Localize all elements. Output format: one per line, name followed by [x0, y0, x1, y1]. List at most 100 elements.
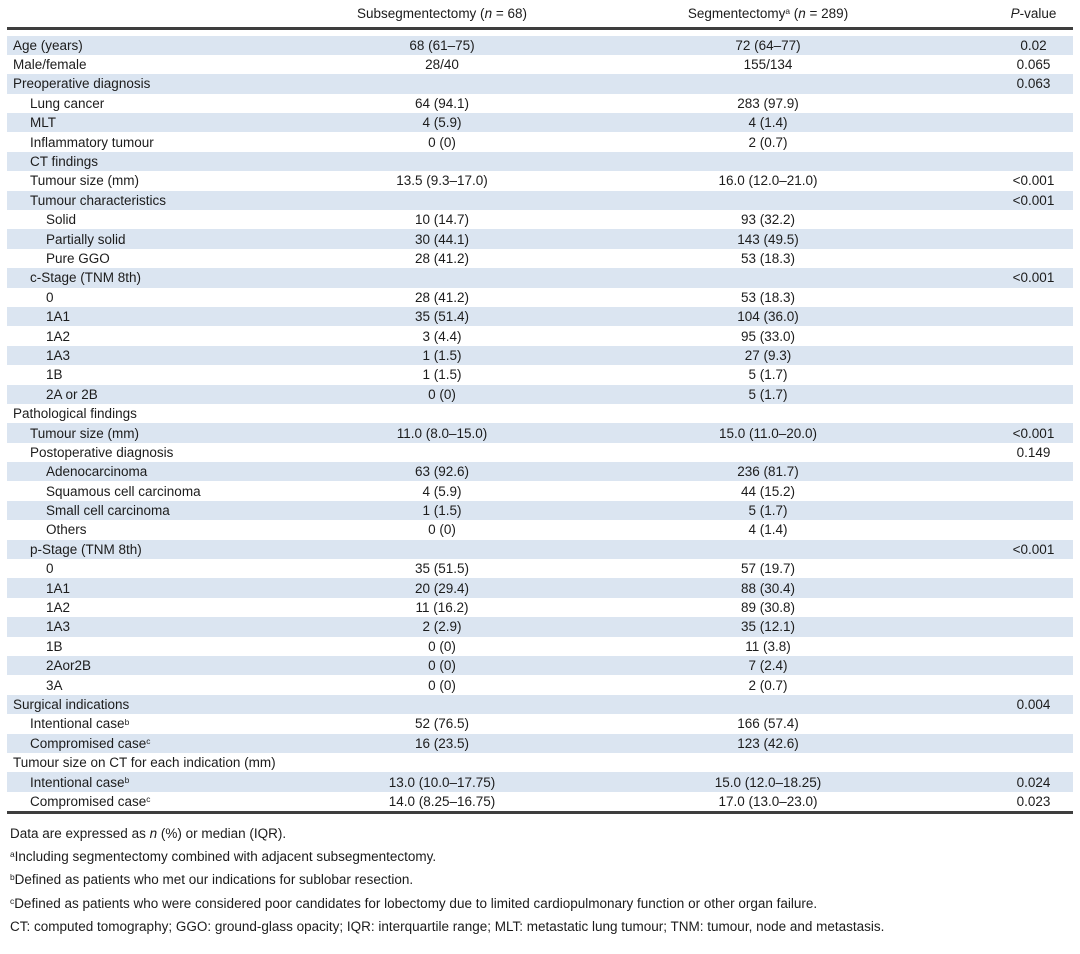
table-row: Tumour size on CT for each indication (m…: [7, 753, 1073, 772]
header-col-segmentectomy: Segmentectomya (n = 289): [687, 6, 849, 21]
segmentectomy-value: 4 (1.4): [748, 522, 788, 538]
subsegmentectomy-value: 0 (0): [428, 677, 456, 693]
segmentectomy-value: 72 (64–77): [735, 37, 801, 53]
row-label: Male/female: [13, 57, 87, 73]
row-label: Preoperative diagnosis: [13, 76, 151, 92]
segmentectomy-value: 57 (19.7): [740, 561, 796, 577]
subsegmentectomy-value: 4 (5.9): [422, 483, 462, 499]
subsegmentectomy-value: 0 (0): [428, 638, 456, 654]
row-label: 2A or 2B: [46, 386, 98, 402]
subsegmentectomy-value: 30 (44.1): [414, 231, 470, 247]
table-header-row: Subsegmentectomy (n = 68) Segmentectomya…: [7, 0, 1073, 27]
footnote-line: bDefined as patients who met our indicat…: [10, 872, 414, 888]
segmentectomy-value: 4 (1.4): [748, 115, 788, 131]
row-label: p-Stage (TNM 8th): [30, 541, 142, 557]
table-row: Surgical indications 0.004: [7, 694, 1073, 715]
subsegmentectomy-value: 28/40: [425, 57, 459, 73]
row-label: Squamous cell carcinoma: [46, 483, 201, 499]
table-row: Pure GGO 28 (41.2) 53 (18.3): [7, 249, 1073, 268]
table-row: Tumour size (mm) 11.0 (8.0–15.0) 15.0 (11.…: [7, 423, 1073, 443]
table-row: 2Aor2B 0 (0) 7 (2.4): [7, 656, 1073, 676]
row-label: Partially solid: [46, 231, 126, 247]
subsegmentectomy-value: 0 (0): [428, 522, 456, 538]
row-label: 1A1: [46, 309, 71, 325]
table-bottom-rule: [7, 811, 1073, 814]
table-row: 1B 0 (0) 11 (3.8): [7, 637, 1073, 656]
segmentectomy-value: 7 (2.4): [748, 658, 788, 674]
subsegmentectomy-value: 0 (0): [428, 386, 456, 402]
subsegmentectomy-value: 28 (41.2): [414, 250, 470, 266]
header-rule: [7, 27, 1073, 30]
row-label: 1A2: [46, 328, 71, 344]
segmentectomy-value: 5 (1.7): [748, 503, 788, 519]
header-col-subsegmentectomy: Subsegmentectomy (n = 68): [357, 6, 527, 21]
p-value: <0.001: [1012, 541, 1055, 557]
table-row: Partially solid 30 (44.1) 143 (49.5): [7, 229, 1073, 249]
segmentectomy-value: 104 (36.0): [737, 309, 799, 325]
table-row: 0 35 (51.5) 57 (19.7): [7, 559, 1073, 578]
subsegmentectomy-value: 1 (1.5): [422, 367, 462, 383]
segmentectomy-value: 15.0 (11.0–20.0): [718, 425, 818, 441]
segmentectomy-value: 2 (0.7): [748, 677, 788, 693]
segmentectomy-value: 17.0 (13.0–23.0): [718, 793, 818, 809]
footnote-line: cDefined as patients who were considered…: [10, 895, 818, 911]
row-label: Tumour size on CT for each indication (m…: [13, 755, 276, 771]
row-label: Intentional caseb: [30, 774, 130, 790]
table-row: Adenocarcinoma 63 (92.6) 236 (81.7): [7, 462, 1073, 482]
segmentectomy-value: 93 (32.2): [740, 212, 796, 228]
row-label: c-Stage (TNM 8th): [30, 270, 142, 286]
table-row: 0 28 (41.2) 53 (18.3): [7, 288, 1073, 307]
p-value: 0.02: [1020, 37, 1047, 53]
table-row: Solid 10 (14.7) 93 (32.2): [7, 210, 1073, 229]
table-row: Tumour size (mm) 13.5 (9.3–17.0) 16.0 (12.…: [7, 171, 1073, 190]
subsegmentectomy-value: 0 (0): [428, 658, 456, 674]
row-label: Small cell carcinoma: [46, 503, 170, 519]
row-label: Tumour size (mm): [30, 425, 140, 441]
subsegmentectomy-value: 11 (16.2): [415, 600, 469, 616]
segmentectomy-value: 95 (33.0): [740, 328, 796, 344]
segmentectomy-value: 166 (57.4): [737, 716, 799, 732]
row-label: Pure GGO: [46, 250, 110, 266]
segmentectomy-value: 44 (15.2): [740, 483, 796, 499]
table-row: 1A1 35 (51.4) 104 (36.0): [7, 306, 1073, 327]
subsegmentectomy-value: 35 (51.5): [414, 561, 470, 577]
table-body: Age (years) 68 (61–75) 72 (64–77) 0.02 Male/…: [7, 30, 1073, 812]
table-row: p-Stage (TNM 8th) <0.001: [7, 539, 1073, 560]
table-row: Squamous cell carcinoma 4 (5.9) 44 (15.2): [7, 481, 1073, 500]
table-row: Postoperative diagnosis 0.149: [7, 443, 1073, 462]
row-label: Lung cancer: [30, 95, 105, 111]
table-row: Intentional caseb 13.0 (10.0–17.75) 15.0 (…: [7, 772, 1073, 792]
segmentectomy-value: 27 (9.3): [744, 347, 792, 363]
p-value: 0.023: [1016, 793, 1051, 809]
segmentectomy-value: 5 (1.7): [748, 367, 788, 383]
footnote-line: aIncluding segmentectomy combined with a…: [10, 848, 437, 864]
row-label: Inflammatory tumour: [30, 134, 154, 150]
row-label: 1A1: [46, 580, 71, 596]
table-row: 1A2 3 (4.4) 95 (33.0): [7, 326, 1073, 345]
row-label: Tumour characteristics: [30, 192, 167, 208]
row-label: MLT: [30, 115, 56, 131]
segmentectomy-value: 35 (12.1): [740, 619, 796, 635]
p-value: <0.001: [1012, 192, 1055, 208]
subsegmentectomy-value: 35 (51.4): [414, 309, 470, 325]
p-value: 0.024: [1016, 774, 1051, 790]
row-label: Solid: [46, 212, 77, 228]
segmentectomy-value: 11 (3.8): [745, 638, 791, 654]
p-value: 0.065: [1016, 57, 1051, 73]
row-label: Surgical indications: [13, 696, 130, 712]
table-row: CT findings: [7, 151, 1073, 172]
table-row: Preoperative diagnosis 0.063: [7, 74, 1073, 94]
subsegmentectomy-value: 52 (76.5): [414, 716, 470, 732]
table-row: Pathological findings: [7, 404, 1073, 423]
row-label: 1B: [46, 367, 63, 383]
segmentectomy-value: 236 (81.7): [737, 464, 799, 480]
row-label: Intentional caseb: [30, 716, 130, 732]
subsegmentectomy-value: 1 (1.5): [422, 503, 462, 519]
table-row: 1A3 2 (2.9) 35 (12.1): [7, 617, 1073, 637]
table-row: Compromised casec 14.0 (8.25–16.75) 17.0 (…: [7, 792, 1073, 811]
row-label: Pathological findings: [13, 406, 137, 422]
subsegmentectomy-value: 64 (94.1): [414, 95, 470, 111]
row-label: 1B: [46, 638, 63, 654]
row-label: 3A: [46, 677, 63, 693]
segmentectomy-value: 143 (49.5): [737, 231, 799, 247]
